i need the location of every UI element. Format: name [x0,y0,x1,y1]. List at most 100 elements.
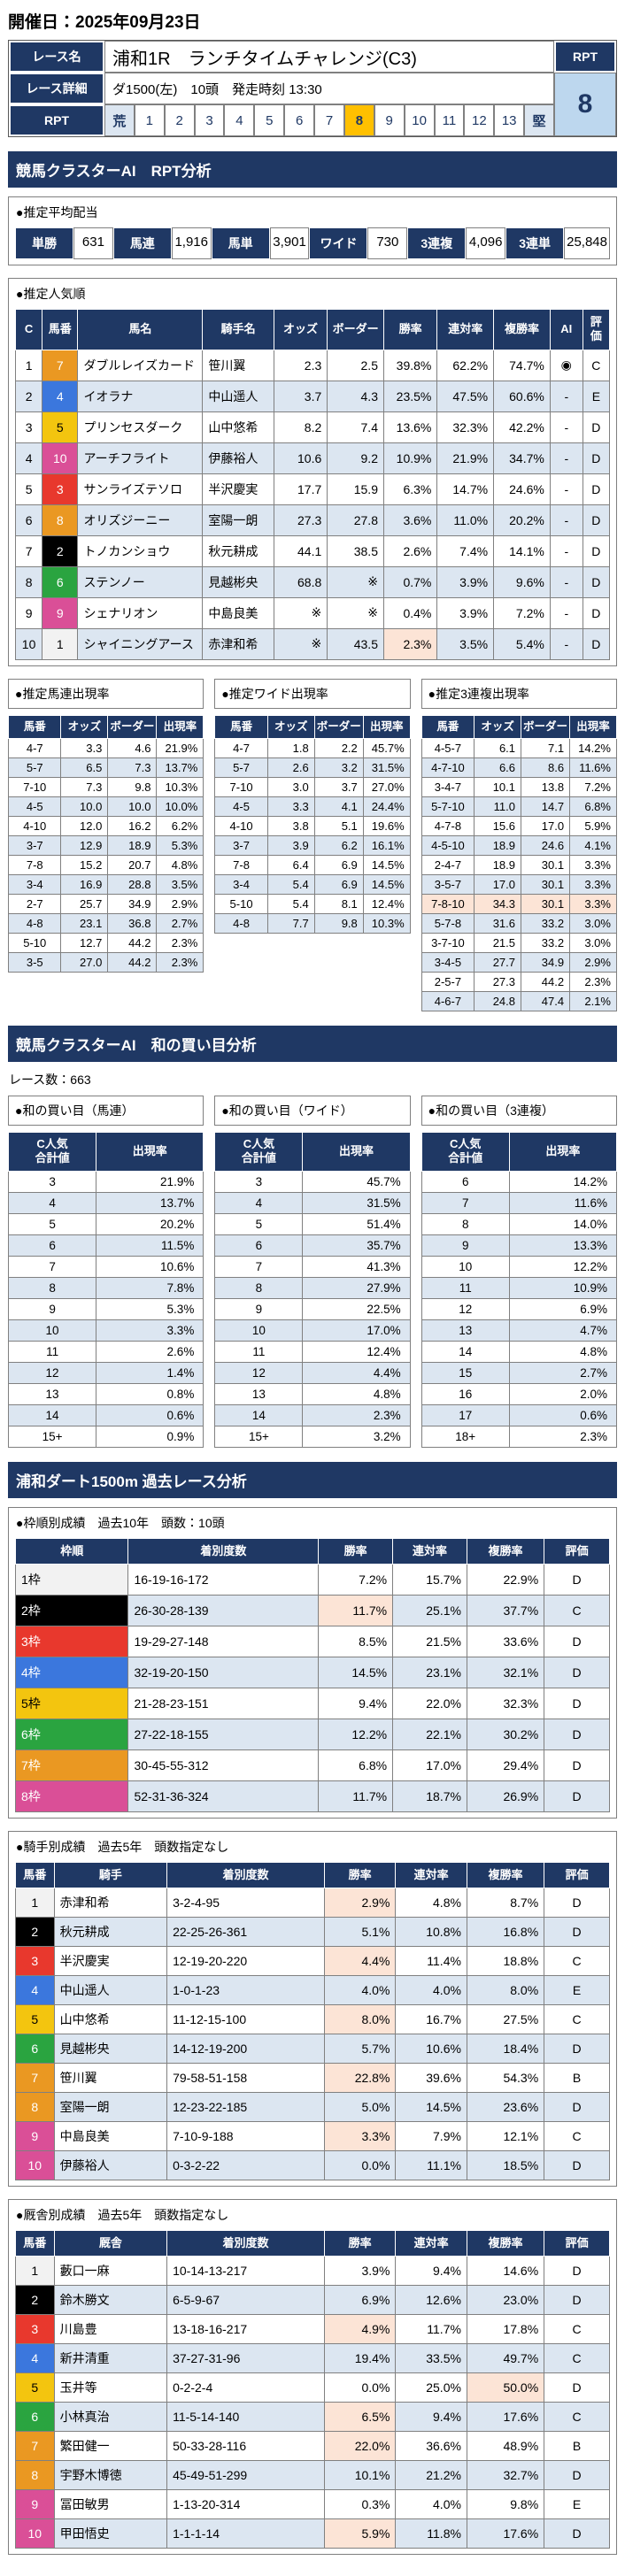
cell-frame: 8枠 [14,1780,129,1812]
cell-win: 5.7% [323,2034,397,2065]
cell-num: 5 [42,411,79,443]
cell-rate: 16.1% [362,835,411,857]
cell-ai: ◉ [549,349,583,381]
cell-rate: 0.6% [508,1403,617,1426]
cell-record: 16-19-16-172 [127,1563,320,1596]
cell-name: 宇野木博徳 [53,2460,168,2491]
cell-name: 伊藤裕人 [53,2150,168,2181]
section-title-wa-analysis: 競馬クラスターAI 和の買い目分析 [8,1026,617,1063]
cell-sum: 14 [421,1340,510,1363]
cell-jockey: 半沢慶実 [202,473,274,505]
cell-sum: 16 [421,1382,510,1405]
rpt-header-label: RPT [554,41,616,73]
event-date-title: 開催日：2025年09月23日 [8,13,201,32]
cell-ren: 14.7% [436,473,495,505]
cell-eval: D [582,534,611,567]
sanrenpuku-rate-column: ●推定3連複出現率 馬番 オッズ ボーダー 出現率 4-5-7 6.1 7.1 14.2% 4-… [421,678,617,1012]
table-row: 5-7 6.5 7.3 13.7% [7,757,204,779]
cell-rate: 2.3% [508,1425,617,1448]
cell-jockey: 秋元耕成 [202,534,274,567]
cell-ren: 10.6% [395,2034,467,2065]
table-row: 13 4.7% [421,1319,617,1342]
cell-border: 17.0 [521,816,571,837]
cell-record: 27-22-18-155 [127,1718,320,1750]
cell-num: 3 [15,2314,55,2345]
cell-rate: 4.1% [569,835,617,857]
appearance-rate-columns: ●推定馬連出現率 馬番 オッズ ボーダー 出現率 4-7 3.3 4.6 21.9% 5-7 6.… [7,678,617,1012]
column-header: 評価 [544,2230,610,2257]
rpt-scale-cell: 4 [224,104,255,136]
cell-rank: 1 [14,349,43,381]
cell-rate: 3.3% [96,1319,204,1342]
cell-fuku: 42.2% [493,411,551,443]
table-row: 3枠 19-29-27-148 8.5% 21.5% 33.6% D [14,1625,610,1657]
cell-ren: 14.5% [395,2092,467,2123]
cell-name: 秋元耕成 [53,1917,168,1948]
cell-eval: D [544,2285,610,2316]
cell-rate: 27.0% [362,777,411,798]
cell-win: 4.4% [323,1946,397,1977]
rpt-scale-cell: 堅 [524,104,554,136]
cell-rank: 8 [14,565,43,598]
cell-border: 7.1 [521,738,571,759]
column-header: 着別度数 [166,2230,325,2257]
table-row: 10 甲田悟史 1-1-1-14 5.9% 11.8% 17.6% D [15,2518,610,2549]
cell-odds: 24.8 [474,991,522,1012]
cell-num: 9 [15,2489,55,2520]
cell-rate: 6.8% [569,796,617,818]
table-row: 11 12.4% [214,1340,411,1363]
cell-border: 38.5 [327,534,384,567]
table-row: 3 5 プリンセスダーク 山中悠希 8.2 7.4 13.6% 32.3% 42.2% - D [14,411,611,443]
cell-ren: 4.8% [395,1888,467,1919]
cell-border: 6.2 [313,835,364,857]
cell-ren: 10.8% [395,1917,467,1948]
race-name-label: レース名 [9,41,104,73]
column-header: 勝率 [323,1861,397,1889]
cell-fuku: 60.6% [493,380,551,412]
cell-record: 26-30-28-139 [127,1594,320,1626]
table-row: 4-5 3.3 4.1 24.4% [214,796,411,818]
cell-win: 6.5% [323,2402,397,2433]
cell-ai: - [549,411,583,443]
column-header: 出現率 [156,714,204,740]
payout-label: 馬単 [211,227,270,259]
table-row: 7-8 15.2 20.7 4.8% [7,855,204,876]
cell-fuku: 32.7% [466,2460,545,2491]
table-row: 4-5 10.0 10.0 10.0% [7,796,204,818]
table-row: 5-7-8 31.6 33.2 3.0% [421,913,617,934]
table-row: 9 13.3% [421,1234,617,1257]
table-row: 11 2.6% [7,1340,204,1363]
table-row: 2 4 イオラナ 中山遥人 3.7 4.3 23.5% 47.5% 60.6% - E [14,380,611,412]
cell-rate: 5.3% [96,1297,204,1320]
cell-sum: 12 [421,1297,510,1320]
cell-num: 2-7 [7,894,62,915]
cell-rate: 2.3% [302,1403,411,1426]
cell-odds: 3.0 [266,777,315,798]
cell-fuku: 32.3% [466,1687,545,1719]
cell-num: 4 [15,1975,55,2006]
cell-name: ダブルレイズカード [77,349,204,381]
table-row: 3-4 16.9 28.8 3.5% [7,874,204,896]
cell-eval: D [544,2518,610,2549]
cell-ren: 15.7% [392,1563,467,1596]
cell-num: 7-10 [7,777,62,798]
cell-border: 44.2 [107,933,158,954]
cell-odds: ※ [273,596,328,629]
header-row: 馬番 オッズ ボーダー 出現率 [421,714,617,740]
cell-win: 10.1% [323,2460,397,2491]
rpt-scale-cell: 12 [464,104,495,136]
payout-value: 730 [367,227,408,259]
cell-num: 4-7-8 [421,816,475,837]
cell-eval: C [544,2343,610,2374]
table-row: 7-10 7.3 9.8 10.3% [7,777,204,798]
cell-fuku: 9.8% [466,2489,545,2520]
table-row: 10 伊藤裕人 0-3-2-22 0.0% 11.1% 18.5% D [15,2150,610,2181]
cell-name: 新井清重 [53,2343,168,2374]
cell-border: ※ [327,565,384,598]
cell-win: 5.1% [323,1917,397,1948]
cell-num: 7 [15,2063,55,2094]
table-row: 7 繁田健一 50-33-28-116 22.0% 36.6% 48.9% B [15,2431,610,2462]
cell-rate: 21.9% [96,1170,204,1193]
cell-rate: 3.2% [302,1425,411,1448]
rpt-scale-cell: 3 [194,104,225,136]
